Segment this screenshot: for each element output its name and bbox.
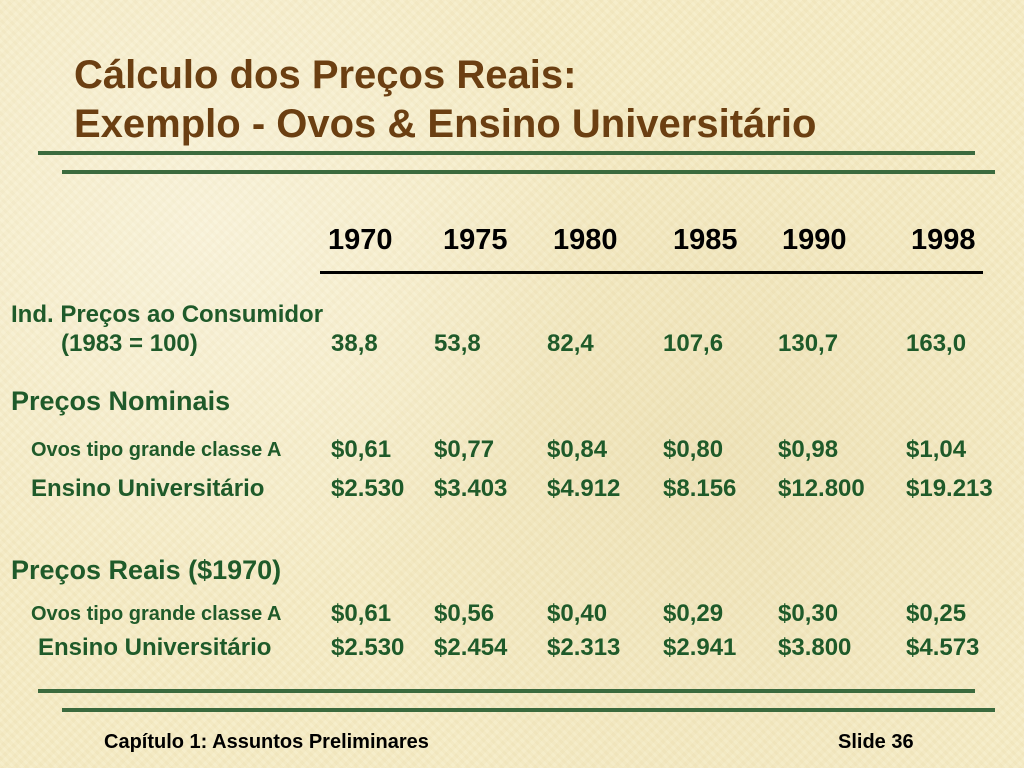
nominal-eggs-value: $0,77 [434,436,495,463]
footer-chapter: Capítulo 1: Assuntos Preliminares [104,731,429,753]
slide-title-line1: Cálculo dos Preços Reais: [74,53,577,97]
year-header: 1985 [673,224,738,256]
cpi-value: 130,7 [778,330,839,357]
cpi-base-label: (1983 = 100) [61,330,198,357]
cpi-value: 53,8 [434,330,481,357]
real-college-value: $4.573 [906,634,980,661]
nominal-college-label: Ensino Universitário [31,475,265,502]
cpi-label: Ind. Preços ao Consumidor [11,301,324,328]
real-college-value: $2.941 [663,634,737,661]
real-college-value: $2.530 [331,634,405,661]
real-eggs-label: Ovos tipo grande classe A [31,603,282,625]
nominal-college-value: $19.213 [906,475,993,502]
year-header: 1975 [443,224,508,256]
year-header: 1998 [911,224,976,256]
real-eggs-value: $0,30 [778,600,839,627]
footer-slide-number: Slide 36 [838,731,914,753]
cpi-value: 107,6 [663,330,724,357]
real-eggs-value: $0,61 [331,600,392,627]
real-college-value: $2.454 [434,634,508,661]
nominal-heading: Preços Nominais [11,386,231,416]
footer-rule-upper [38,689,975,693]
real-eggs-value: $0,25 [906,600,967,627]
nominal-college-value: $12.800 [778,475,865,502]
nominal-college-value: $3.403 [434,475,508,502]
real-eggs-value: $0,56 [434,600,495,627]
title-rule-upper [38,151,975,155]
year-header-rule [320,271,983,274]
real-college-label: Ensino Universitário [38,634,272,661]
nominal-college-value: $8.156 [663,475,737,502]
nominal-eggs-value: $0,84 [547,436,608,463]
nominal-eggs-label: Ovos tipo grande classe A [31,439,282,461]
nominal-eggs-value: $1,04 [906,436,967,463]
year-header: 1970 [328,224,393,256]
real-eggs-value: $0,40 [547,600,608,627]
nominal-eggs-value: $0,61 [331,436,392,463]
cpi-value: 82,4 [547,330,594,357]
title-rule-lower [62,170,995,174]
real-heading: Preços Reais ($1970) [11,555,282,585]
nominal-eggs-value: $0,98 [778,436,839,463]
real-college-value: $3.800 [778,634,852,661]
year-header: 1980 [553,224,618,256]
nominal-college-value: $4.912 [547,475,621,502]
nominal-eggs-value: $0,80 [663,436,724,463]
slide-title-line2: Exemplo - Ovos & Ensino Universitário [74,102,817,146]
cpi-value: 163,0 [906,330,967,357]
nominal-college-value: $2.530 [331,475,405,502]
footer-rule-lower [62,708,995,712]
real-college-value: $2.313 [547,634,621,661]
year-header: 1990 [782,224,847,256]
real-eggs-value: $0,29 [663,600,724,627]
cpi-value: 38,8 [331,330,378,357]
